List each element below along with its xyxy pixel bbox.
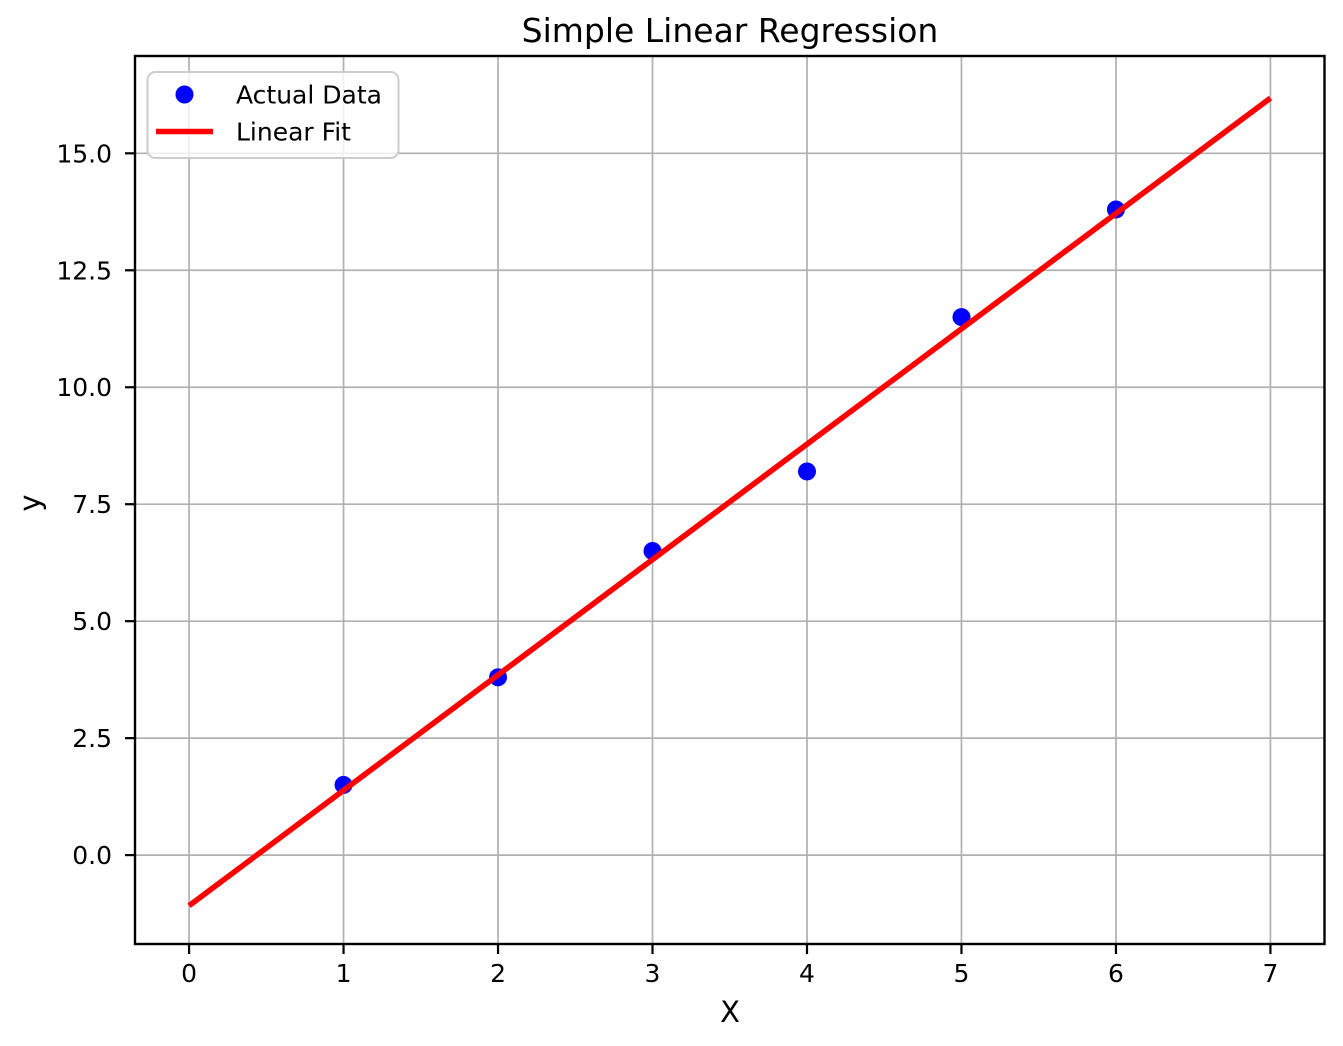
y-tick-label: 7.5 bbox=[72, 490, 112, 519]
y-tick-label: 0.0 bbox=[72, 841, 112, 870]
y-tick-label: 12.5 bbox=[56, 256, 112, 285]
legend-label-actual-data: Actual Data bbox=[236, 81, 382, 110]
x-tick-label: 2 bbox=[490, 959, 506, 988]
legend-marker-actual-data bbox=[175, 85, 194, 104]
y-tick-label: 10.0 bbox=[56, 373, 112, 402]
y-tick-label: 5.0 bbox=[72, 607, 112, 636]
axes-spines bbox=[133, 54, 1326, 946]
grid-lines bbox=[135, 56, 1325, 944]
y-tick-label: 2.5 bbox=[72, 724, 112, 753]
y-axis-label: y bbox=[13, 494, 47, 511]
x-tick-label: 0 bbox=[181, 959, 197, 988]
plot-border bbox=[133, 54, 1326, 946]
y-axis: 0.0 2.5 5.0 7.5 10.0 12.5 15.0 bbox=[56, 139, 135, 870]
x-tick-label: 1 bbox=[336, 959, 352, 988]
legend-label-linear-fit: Linear Fit bbox=[236, 118, 351, 147]
data-point bbox=[952, 308, 971, 327]
x-axis-label: X bbox=[720, 995, 740, 1029]
x-tick-label: 5 bbox=[954, 959, 970, 988]
y-tick-label: 15.0 bbox=[56, 139, 112, 168]
fit-line-series bbox=[187, 95, 1273, 908]
x-axis: 0 1 2 3 4 5 6 7 bbox=[181, 944, 1278, 988]
legend: Actual Data Linear Fit bbox=[146, 71, 400, 159]
data-point bbox=[797, 462, 816, 481]
chart-title: Simple Linear Regression bbox=[522, 11, 939, 50]
scatter-series bbox=[334, 200, 1125, 794]
legend-box bbox=[146, 71, 400, 159]
x-tick-label: 3 bbox=[645, 959, 661, 988]
x-tick-label: 4 bbox=[799, 959, 815, 988]
regression-line bbox=[187, 95, 1273, 908]
x-tick-label: 6 bbox=[1108, 959, 1124, 988]
x-tick-label: 7 bbox=[1262, 959, 1278, 988]
